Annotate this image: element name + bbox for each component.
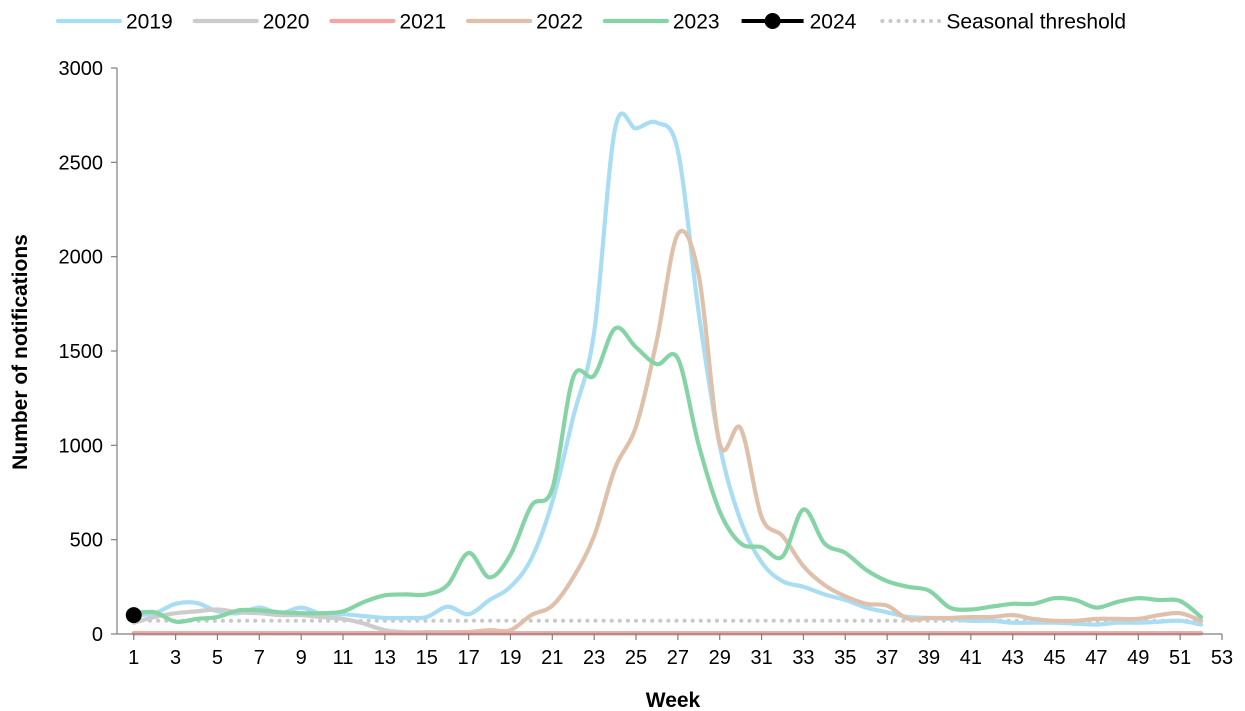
y-tick-label: 2500 [59, 152, 104, 174]
x-tick-label: 15 [416, 647, 438, 669]
legend-label: 2019 [126, 11, 173, 34]
x-tick-label: 23 [583, 647, 605, 669]
series-line-2019 [131, 111, 1204, 627]
x-tick-label: 19 [499, 647, 521, 669]
legend-label: 2020 [263, 11, 310, 34]
x-tick-label: 51 [1169, 647, 1191, 669]
y-tick-label: 500 [70, 530, 103, 552]
x-tick-label: 39 [918, 647, 940, 669]
x-tick-label: 47 [1085, 647, 1107, 669]
legend-item-2021: 2021 [329, 11, 446, 34]
x-tick-label: 1 [128, 647, 139, 669]
legend-item-2020: 2020 [192, 11, 310, 34]
y-tick-label: 0 [92, 624, 103, 646]
series-point-2024 [125, 607, 142, 624]
x-tick-label: 25 [625, 647, 647, 669]
x-tick-label: 17 [457, 647, 479, 669]
x-tick-label: 35 [834, 647, 856, 669]
x-tick-label: 37 [876, 647, 898, 669]
legend-item-2022: 2022 [466, 11, 583, 34]
y-tick-label: 1000 [59, 435, 104, 457]
x-tick-label: 5 [212, 647, 223, 669]
legend-item-seasonal-threshold: Seasonal threshold [880, 11, 1126, 34]
x-tick-label: 53 [1211, 647, 1233, 669]
chart-legend: 2019 2020 2021 2022 2023 2024 Seasonal thresho… [55, 11, 1126, 34]
legend-item-2019: 2019 [55, 11, 173, 34]
legend-label: 2024 [810, 11, 857, 34]
series-line-2022 [131, 228, 1204, 636]
x-tick-label: 27 [667, 647, 689, 669]
x-tick-label: 13 [374, 647, 396, 669]
legend-label: Seasonal threshold [946, 11, 1126, 34]
y-tick-label: 3000 [59, 58, 104, 80]
x-tick-label: 29 [709, 647, 731, 669]
series-layer [125, 111, 1204, 636]
y-axis-title: Number of notifications [9, 234, 32, 470]
x-tick-label: 3 [170, 647, 181, 669]
legend-label: 2021 [399, 11, 446, 34]
x-tick-label: 31 [750, 647, 772, 669]
y-ticks: 0 500 1000 1500 2000 2500 3000 [59, 58, 117, 646]
x-tick-label: 43 [1002, 647, 1024, 669]
x-axis-title: Week [646, 689, 701, 711]
series-line-2023 [131, 325, 1204, 625]
y-tick-label: 1500 [59, 341, 104, 363]
x-tick-label: 33 [792, 647, 814, 669]
x-tick-label: 11 [333, 647, 354, 669]
legend-marker [764, 13, 781, 29]
x-tick-label: 41 [960, 647, 982, 669]
x-tick-label: 49 [1127, 647, 1149, 669]
x-ticks: 1 3 5 7 9 11 13 15 17 19 21 23 25 27 29 31 33 35 37 39 41 43 4… [128, 634, 1233, 669]
legend-item-2024: 2024 [741, 11, 857, 34]
x-tick-label: 45 [1043, 647, 1065, 669]
x-tick-label: 9 [296, 647, 307, 669]
y-tick-label: 2000 [59, 247, 104, 269]
x-tick-label: 7 [254, 647, 265, 669]
legend-label: 2023 [673, 11, 720, 34]
x-tick-label: 21 [541, 647, 563, 669]
legend-label: 2022 [536, 11, 583, 34]
legend-item-2023: 2023 [602, 11, 720, 34]
